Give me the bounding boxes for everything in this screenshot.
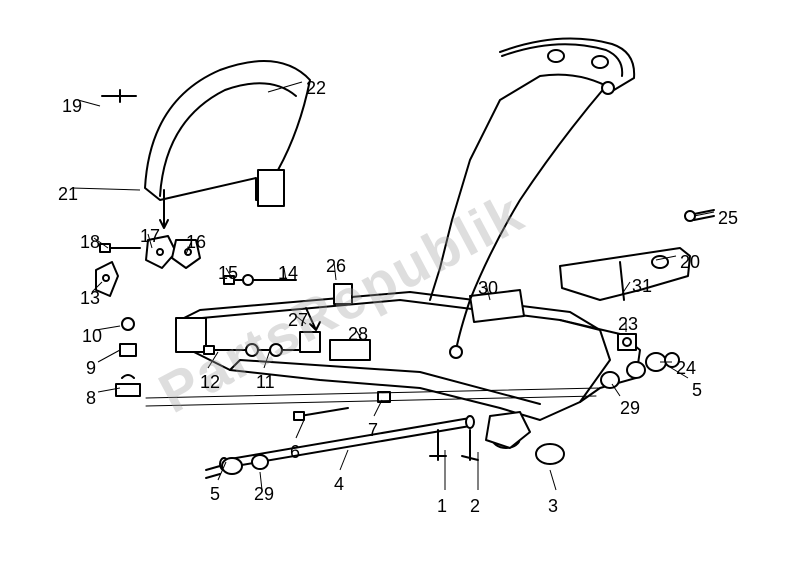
callout-label-4: 4 [334, 474, 344, 495]
callout-label-29: 29 [620, 398, 640, 419]
callout-label-27: 27 [288, 310, 308, 331]
callout-label-5: 5 [210, 484, 220, 505]
callout-label-28: 28 [348, 324, 368, 345]
callout-label-20: 20 [680, 252, 700, 273]
callout-label-2: 2 [470, 496, 480, 517]
callout-label-6: 6 [290, 442, 300, 463]
callout-label-13: 13 [80, 288, 100, 309]
callout-label-23: 23 [618, 314, 638, 335]
callout-label-1: 1 [437, 496, 447, 517]
callout-label-16: 16 [186, 232, 206, 253]
callout-label-12: 12 [200, 372, 220, 393]
callout-label-5: 5 [692, 380, 702, 401]
callout-label-11: 11 [256, 372, 275, 393]
callout-label-9: 9 [86, 358, 96, 379]
diagram-svg [0, 0, 799, 580]
callout-label-26: 26 [326, 256, 346, 277]
callout-label-19: 19 [62, 96, 82, 117]
callout-label-22: 22 [306, 78, 326, 99]
callout-label-29: 29 [254, 484, 274, 505]
callout-label-25: 25 [718, 208, 738, 229]
callout-label-21: 21 [58, 184, 78, 205]
callout-label-30: 30 [478, 278, 498, 299]
callout-label-14: 14 [278, 263, 298, 284]
parts-diagram-container: PartsRepublik 12345567891011121314151617… [0, 0, 799, 580]
callout-label-7: 7 [368, 420, 378, 441]
callout-label-3: 3 [548, 496, 558, 517]
callout-label-10: 10 [82, 326, 102, 347]
callout-label-18: 18 [80, 232, 100, 253]
callout-label-15: 15 [218, 263, 238, 284]
callout-label-17: 17 [140, 226, 160, 247]
callout-label-31: 31 [632, 276, 652, 297]
callout-label-24: 24 [676, 358, 696, 379]
callout-label-8: 8 [86, 388, 96, 409]
